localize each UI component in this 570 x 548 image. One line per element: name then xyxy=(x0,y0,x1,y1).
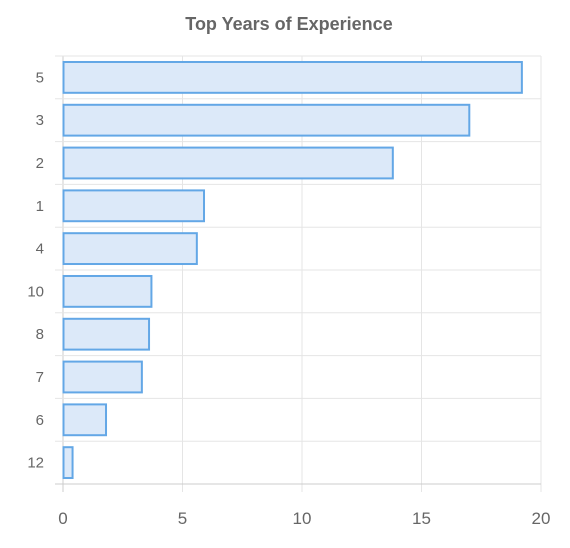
bar xyxy=(62,146,394,180)
y-tick-label: 5 xyxy=(36,69,44,86)
y-tick-label: 4 xyxy=(36,241,44,258)
y-tick-label: 12 xyxy=(27,455,44,472)
bar xyxy=(62,403,108,437)
bar xyxy=(62,360,143,394)
chart-title: Top Years of Experience xyxy=(185,14,392,34)
y-tick-label: 8 xyxy=(36,326,44,343)
y-tick-label: 7 xyxy=(36,369,44,386)
bars xyxy=(62,60,523,480)
bar xyxy=(62,274,153,308)
bar xyxy=(62,446,74,480)
bar xyxy=(62,232,198,266)
x-tick-label: 10 xyxy=(293,509,312,528)
x-tick-label: 15 xyxy=(412,509,431,528)
x-tick-label: 20 xyxy=(532,509,551,528)
y-tick-label: 6 xyxy=(36,412,44,429)
y-tick-label: 10 xyxy=(27,283,44,300)
bar xyxy=(62,189,206,223)
bar xyxy=(62,103,471,137)
y-tick-label: 2 xyxy=(36,155,44,172)
tick-labels: 0 5 10 15 20 5 3 2 1 4 10 8 7 6 12 xyxy=(27,69,550,528)
grid xyxy=(55,55,542,492)
y-tick-label: 3 xyxy=(36,112,44,129)
y-tick-label: 1 xyxy=(36,198,44,215)
x-tick-label: 5 xyxy=(178,509,187,528)
bar xyxy=(62,317,151,351)
x-tick-label: 0 xyxy=(58,509,67,528)
bar xyxy=(62,60,523,94)
